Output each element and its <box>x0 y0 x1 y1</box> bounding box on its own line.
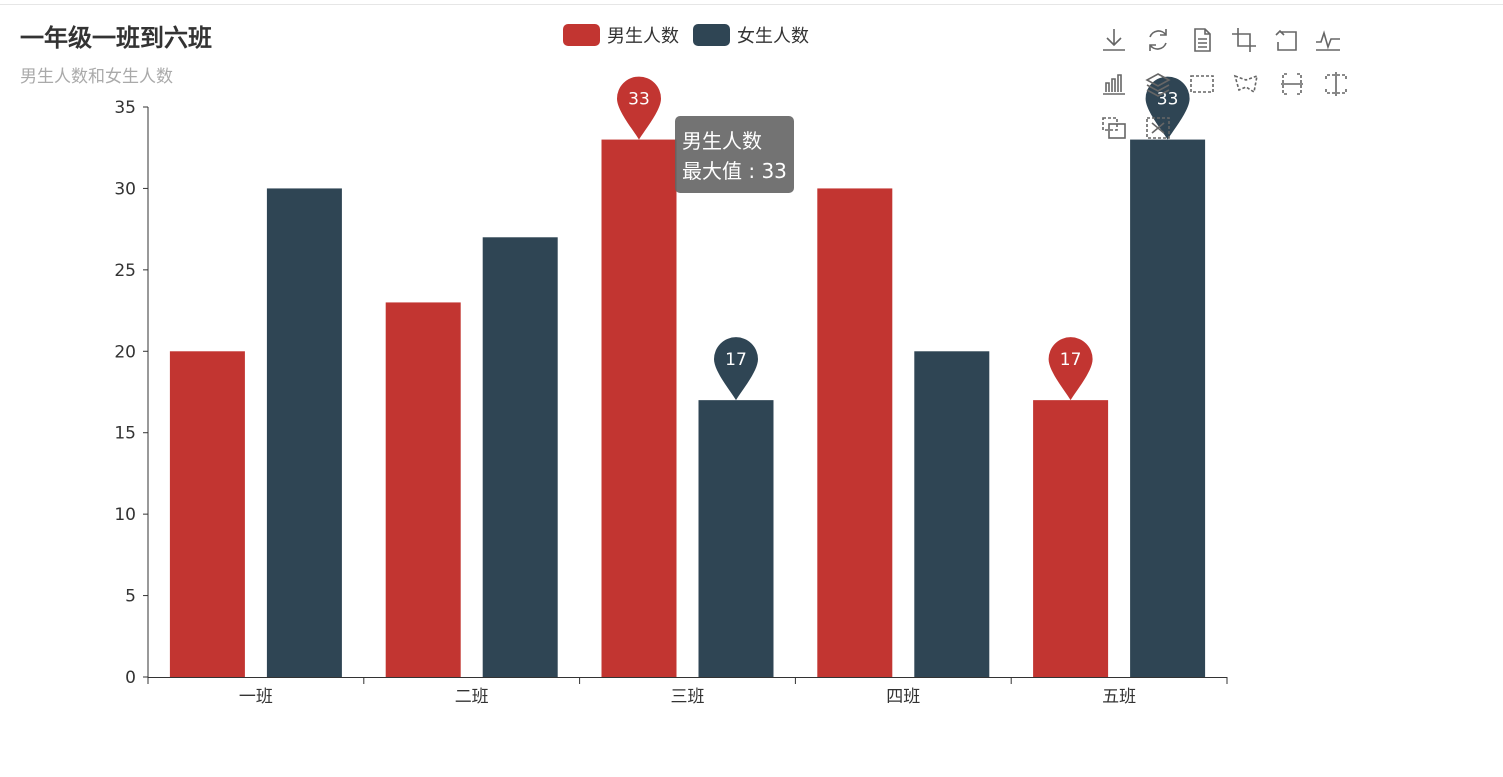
marker-label: 17 <box>725 350 747 370</box>
tooltip: 男生人数 最大值 : 33 <box>675 116 794 193</box>
y-tick-label: 5 <box>125 587 136 607</box>
bar-girls <box>266 188 342 677</box>
chart-title: 一年级一班到六班 <box>20 24 212 52</box>
legend-label-boys: 男生人数 <box>607 26 679 47</box>
bar-boys <box>1033 400 1109 677</box>
y-tick-label: 15 <box>114 424 136 444</box>
legend: 男生人数 女生人数 <box>563 22 823 48</box>
chart-subtitle: 男生人数和女生人数 <box>20 67 173 87</box>
bar-boys <box>385 302 461 677</box>
marker-pin <box>1048 337 1093 401</box>
bar-boys <box>601 139 677 678</box>
rect-select-icon[interactable] <box>1188 70 1216 98</box>
bar-girls <box>1130 139 1206 678</box>
y-tick-label: 35 <box>114 98 136 118</box>
bar-girls <box>914 351 990 677</box>
marker-pin <box>714 337 758 401</box>
crop-icon[interactable] <box>1230 26 1258 54</box>
legend-swatch-girls <box>693 24 730 46</box>
download-icon[interactable] <box>1100 26 1128 54</box>
polygon-select-icon[interactable] <box>1232 70 1260 98</box>
refresh-icon[interactable] <box>1144 26 1172 54</box>
legend-label-girls: 女生人数 <box>737 26 809 47</box>
marker-label: 17 <box>1060 350 1082 370</box>
undo-icon[interactable] <box>1272 26 1300 54</box>
top-divider <box>0 4 1503 5</box>
marker-label: 33 <box>628 90 650 110</box>
data-view-icon[interactable] <box>1188 26 1216 54</box>
marker-pin <box>617 76 661 140</box>
y-tick-label: 10 <box>114 505 136 525</box>
y-tick-label: 20 <box>114 342 136 362</box>
legend-swatch-boys <box>563 24 600 46</box>
tooltip-value-line: 最大值 : 33 <box>682 159 787 183</box>
line-chart-icon[interactable] <box>1314 26 1342 54</box>
bar-girls <box>482 237 558 678</box>
x-tick-label: 三班 <box>671 687 705 707</box>
y-tick-label: 0 <box>125 668 136 688</box>
keep-select-icon[interactable] <box>1100 114 1128 142</box>
marker-pin <box>1145 76 1190 140</box>
horizontal-select-icon[interactable] <box>1278 70 1306 98</box>
bar-girls <box>698 400 774 677</box>
legend-item-boys[interactable]: 男生人数 <box>563 22 679 48</box>
x-tick-label: 二班 <box>455 687 489 707</box>
clear-select-icon[interactable] <box>1144 114 1172 142</box>
y-tick-label: 30 <box>114 179 136 199</box>
legend-item-girls[interactable]: 女生人数 <box>693 22 809 48</box>
y-tick-label: 25 <box>114 261 136 281</box>
bar-chart-icon[interactable] <box>1100 70 1128 98</box>
bar-boys <box>169 351 245 677</box>
x-tick-label: 四班 <box>886 687 920 707</box>
tooltip-series-name: 男生人数 <box>682 129 762 153</box>
x-tick-label: 一班 <box>239 687 273 707</box>
stack-icon[interactable] <box>1144 70 1172 98</box>
free-select-icon[interactable] <box>1322 70 1350 98</box>
x-tick-label: 五班 <box>1102 687 1136 707</box>
bar-boys <box>817 188 893 677</box>
